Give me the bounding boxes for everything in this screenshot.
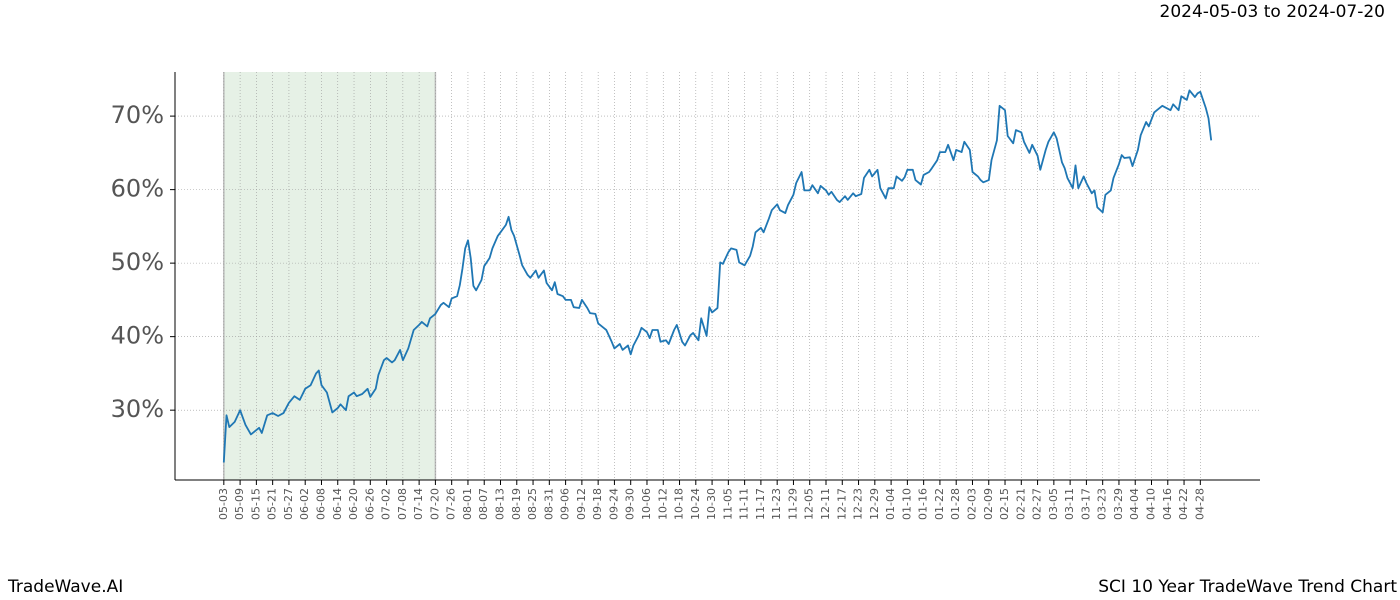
x-tick-label: 05-27 [282,488,295,520]
x-tick-label: 07-26 [445,488,458,520]
x-tick-label: 09-12 [575,488,588,520]
x-tick-label: 03-05 [1047,488,1060,520]
x-tick-label: 06-26 [363,488,376,520]
x-tick-label: 05-15 [249,488,262,520]
x-tick-label: 12-11 [819,488,832,520]
x-tick-label: 09-06 [559,488,572,520]
x-tick-label: 10-12 [656,488,669,520]
x-tick-label: 10-30 [705,488,718,520]
y-tick-label: 60% [111,175,164,203]
footer-left: TradeWave.AI [7,577,123,597]
y-tick-label: 50% [111,248,164,276]
x-tick-label: 08-07 [477,488,490,520]
x-tick-label: 02-21 [1014,488,1027,520]
x-tick-label: 02-03 [965,488,978,520]
x-tick-label: 08-01 [461,488,474,520]
x-tick-label: 01-22 [933,488,946,520]
x-tick-label: 11-23 [770,488,783,520]
x-tick-label: 01-16 [917,488,930,520]
x-tick-label: 07-02 [380,488,393,520]
x-tick-label: 02-09 [982,488,995,520]
trend-line [222,89,1213,463]
x-tick-label: 09-30 [624,488,637,520]
x-tick-label: 06-14 [331,488,344,520]
x-tick-label: 03-17 [1079,488,1092,520]
x-tick-label: 11-05 [721,488,734,520]
x-tick-label: 10-18 [673,488,686,520]
x-tick-label: 07-14 [412,488,425,520]
x-tick-label: 11-11 [738,488,751,520]
y-tick-label: 30% [111,395,164,423]
x-tick-label: 11-29 [786,488,799,520]
x-tick-label: 02-27 [1031,488,1044,520]
x-tick-label: 07-08 [396,488,409,520]
x-tick-label: 08-13 [494,488,507,520]
x-tick-label: 12-17 [835,488,848,520]
x-tick-label: 04-28 [1193,488,1206,520]
x-tick-label: 01-04 [884,488,897,520]
x-tick-label: 12-23 [852,488,865,520]
y-tick-label: 40% [111,322,164,350]
date-range: 2024-05-03 to 2024-07-20 [1160,2,1385,22]
x-tick-label: 06-20 [347,488,360,520]
x-tick-label: 08-31 [542,488,555,520]
x-tick-label: 05-09 [233,488,246,520]
x-tick-label: 06-02 [298,488,311,520]
x-tick-label: 02-15 [998,488,1011,520]
x-tick-label: 06-08 [314,488,327,520]
highlight-window [223,72,436,480]
y-tick-label: 70% [111,101,164,129]
x-tick-label: 03-11 [1063,488,1076,520]
x-tick-label: 10-24 [689,488,702,520]
x-tick-label: 09-18 [591,488,604,520]
x-tick-label: 04-16 [1161,488,1174,520]
x-tick-label: 09-24 [607,488,620,520]
x-tick-label: 04-10 [1145,488,1158,520]
x-tick-label: 01-10 [900,488,913,520]
x-tick-label: 08-25 [526,488,539,520]
x-tick-label: 11-17 [754,488,767,520]
x-tick-label: 07-20 [428,488,441,520]
x-tick-label: 08-19 [510,488,523,520]
x-tick-label: 03-23 [1096,488,1109,520]
x-tick-label: 12-29 [868,488,881,520]
x-tick-label: 05-03 [217,488,230,520]
x-tick-label: 04-04 [1128,488,1141,520]
x-tick-label: 03-29 [1112,488,1125,520]
x-tick-label: 10-06 [640,488,653,520]
x-tick-label: 04-22 [1177,488,1190,520]
x-tick-label: 12-05 [803,488,816,520]
x-tick-label: 05-21 [266,488,279,520]
x-tick-label: 01-28 [949,488,962,520]
footer-right: SCI 10 Year TradeWave Trend Chart [1098,577,1397,597]
